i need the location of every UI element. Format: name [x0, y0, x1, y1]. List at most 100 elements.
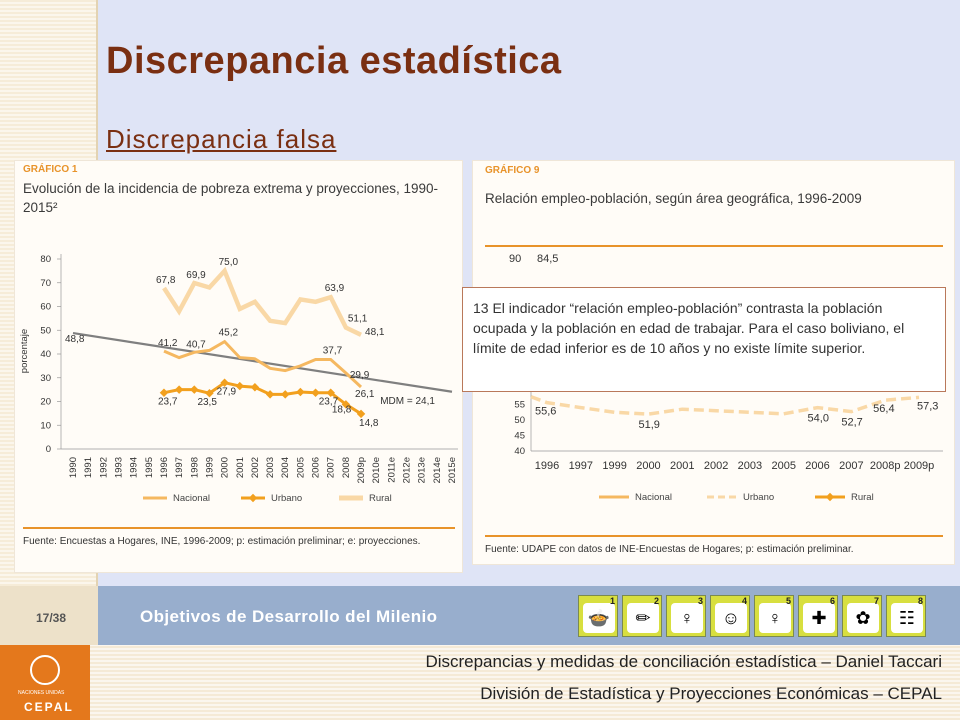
- x-tick-label: 2001: [670, 460, 694, 472]
- x-tick-label: 2008: [341, 457, 352, 478]
- mdg-goal-6: ✚ 6: [798, 595, 838, 637]
- x-tick-label: 2000: [636, 460, 660, 472]
- data-label: 48,8: [65, 334, 85, 345]
- slide-subtitle[interactable]: Discrepancia falsa: [106, 124, 337, 154]
- data-label: 27,9: [217, 387, 237, 398]
- x-tick-label: 2003: [738, 460, 762, 472]
- x-tick-label: 2001: [235, 457, 246, 478]
- data-point-urbano: [205, 388, 214, 398]
- data-label: 84,5: [537, 253, 558, 265]
- x-tick-label: 2009p: [356, 457, 367, 483]
- legend-label: Rural: [851, 492, 874, 503]
- y-tick-label: 0: [46, 444, 51, 455]
- chart-source: Fuente: UDAPE con datos de INE-Encuestas…: [485, 544, 854, 555]
- mdg-goal-5: ♀ 5: [754, 595, 794, 637]
- chart-source: Fuente: Encuestas a Hogares, INE, 1996-2…: [23, 536, 421, 547]
- data-label: 41,2: [158, 338, 178, 349]
- data-point-urbano: [341, 400, 351, 409]
- data-label: 54,0: [808, 413, 829, 425]
- data-point-urbano: [280, 390, 290, 399]
- x-tick-label: 1999: [602, 460, 626, 472]
- credit-author: Discrepancias y medidas de conciliación …: [425, 652, 942, 671]
- chart-source-rule: [485, 535, 943, 537]
- pencil-icon: ✏: [627, 603, 659, 633]
- data-point-urbano: [311, 388, 320, 397]
- medicine-icon: ✚: [803, 603, 835, 633]
- y-tick-label: 60: [40, 302, 51, 313]
- x-tick-label: 1995: [144, 457, 155, 478]
- data-point-urbano: [190, 385, 199, 394]
- data-point-urbano: [220, 378, 229, 387]
- data-label: 14,8: [359, 418, 379, 429]
- series-line-nacional: [163, 339, 363, 389]
- x-tick-label: 2002: [250, 457, 261, 478]
- chart-title-rule: [485, 245, 943, 247]
- data-label: 52,7: [841, 417, 862, 429]
- mdg-goal-number: 2: [653, 596, 659, 606]
- data-label: 40,7: [186, 339, 206, 350]
- data-label: 23,7: [319, 397, 339, 408]
- y-tick-label: 70: [40, 278, 51, 289]
- mdg-goal-2: ✏ 2: [622, 595, 662, 637]
- x-tick-label: 2005: [771, 460, 795, 472]
- data-label: 75,0: [219, 257, 239, 268]
- y-tick-label: 10: [40, 420, 51, 431]
- female-symbol-icon: ♀: [671, 603, 703, 633]
- y-tick-label: 40: [514, 446, 525, 457]
- data-point-urbano: [296, 387, 305, 397]
- data-label: 45,2: [219, 328, 239, 339]
- x-tick-label: 2005: [295, 457, 306, 478]
- x-tick-label: 2009p: [904, 460, 935, 472]
- logo-text: CEPAL: [24, 700, 74, 714]
- slide-title: Discrepancia estadística: [106, 40, 562, 82]
- data-point-urbano: [356, 409, 366, 419]
- y-tick-label: 55: [514, 400, 525, 411]
- chart-label: GRÁFICO 1: [23, 164, 78, 175]
- x-tick-label: 2007: [326, 457, 337, 478]
- x-tick-label: 1990: [68, 457, 79, 478]
- x-tick-label: 1998: [189, 457, 200, 478]
- x-tick-label: 2000: [220, 457, 231, 478]
- footnote-box: 13 El indicador “relación empleo-poblaci…: [462, 287, 946, 392]
- un-emblem-icon: [30, 655, 60, 685]
- x-tick-label: 1997: [174, 457, 185, 478]
- leaf-icon: ✿: [847, 603, 879, 633]
- logo-small-text: NACIONES UNIDAS: [18, 690, 65, 696]
- data-point-urbano: [159, 388, 169, 397]
- data-point-urbano: [265, 390, 275, 399]
- x-tick-label: 2006: [805, 460, 829, 472]
- x-tick-label: 2007: [839, 460, 863, 472]
- mdg-icon-row: 🍲 1 ✏ 2 ♀ 3 ☺ 4 ♀ 5 ✚ 6 ✿ 7 ☷ 8: [578, 595, 926, 637]
- x-tick-label: 2014e: [432, 457, 443, 483]
- x-tick-label: 1993: [113, 457, 124, 478]
- credit-division: División de Estadística y Proyecciones E…: [480, 684, 942, 703]
- x-tick-label: 2004: [280, 457, 291, 478]
- chart-empleo-svg: 40 45 50 55 1996 1997 1999 2000 2001 2002 2003 2005…: [509, 253, 943, 503]
- series-line-rural: [162, 266, 362, 337]
- data-label: 37,7: [323, 345, 343, 356]
- mdg-goal-3: ♀ 3: [666, 595, 706, 637]
- y-tick-label: 50: [40, 325, 51, 336]
- data-label: 69,9: [186, 270, 206, 281]
- data-label: 23,5: [197, 397, 217, 408]
- x-tick-label: 1992: [98, 457, 109, 478]
- y-tick-label: 90: [509, 253, 521, 265]
- data-label: 57,3: [917, 400, 938, 412]
- y-tick-label: 45: [514, 431, 525, 442]
- y-tick-label: 50: [514, 415, 525, 426]
- legend-label: Rural: [369, 493, 392, 504]
- chart-panel-pobreza: GRÁFICO 1 Evolución de la incidencia de …: [14, 160, 463, 573]
- x-tick-label: 1997: [569, 460, 593, 472]
- y-tick-label: 80: [40, 254, 51, 265]
- data-point-urbano: [235, 381, 245, 391]
- footer-title: Objetivos de Desarrollo del Milenio: [140, 607, 438, 626]
- chart-label: GRÁFICO 9: [485, 165, 540, 176]
- x-tick-label: 2013e: [417, 457, 428, 483]
- data-label: 48,1: [365, 327, 385, 338]
- mdg-goal-number: 8: [917, 596, 923, 606]
- y-tick-label: 20: [40, 397, 51, 408]
- data-label: 18,8: [332, 404, 352, 415]
- child-icon: ☺: [715, 603, 747, 633]
- legend-marker: [825, 492, 835, 502]
